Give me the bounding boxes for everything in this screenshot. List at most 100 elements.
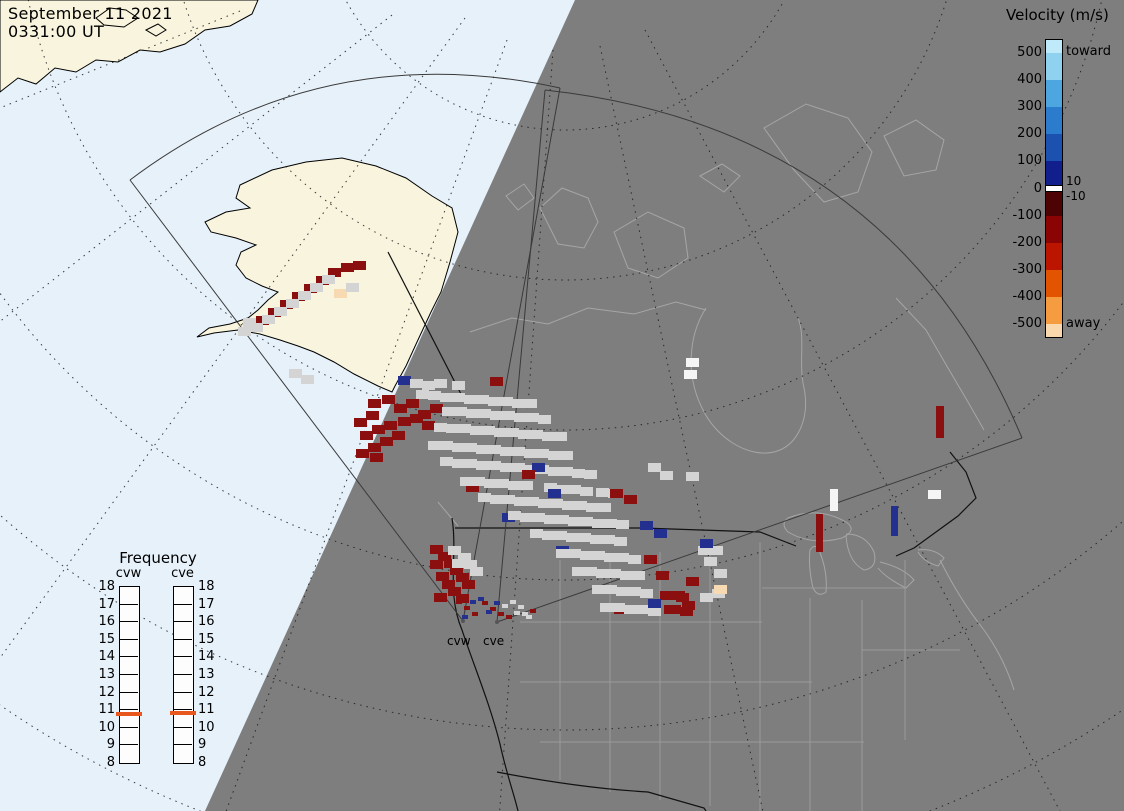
frequency-bar-tick bbox=[120, 692, 138, 693]
scatter-point bbox=[530, 529, 543, 538]
frequency-tick-label: 16 bbox=[98, 614, 115, 630]
scatter-point bbox=[554, 432, 567, 441]
scatter-point bbox=[346, 283, 359, 292]
frequency-tick-label: 9 bbox=[198, 737, 207, 753]
scatter-point bbox=[572, 567, 585, 576]
scatter-point bbox=[518, 430, 531, 439]
frequency-tick-label: 9 bbox=[106, 737, 115, 753]
scatter-point bbox=[488, 445, 501, 454]
radar-site-cvw bbox=[461, 619, 465, 623]
frequency-bar-tick bbox=[120, 744, 138, 745]
scatter-point bbox=[616, 553, 629, 562]
scatter-point bbox=[328, 268, 341, 277]
velocity-tick-label: 100 bbox=[1017, 153, 1042, 168]
velocity-tick-label: -300 bbox=[1012, 262, 1042, 277]
velocity-colorbar-segment bbox=[1046, 185, 1062, 192]
scatter-point bbox=[470, 600, 476, 604]
scatter-point bbox=[341, 263, 354, 272]
scatter-point bbox=[334, 289, 347, 298]
velocity-colorbar-segment bbox=[1046, 216, 1062, 243]
scatter-point bbox=[566, 533, 579, 542]
velocity-tick-label: -400 bbox=[1012, 289, 1042, 304]
scatter-point bbox=[310, 283, 323, 292]
scatter-point bbox=[628, 587, 641, 596]
scatter-point bbox=[410, 379, 423, 388]
scatter-point bbox=[436, 572, 449, 581]
scatter-point bbox=[262, 315, 275, 324]
scatter-point bbox=[548, 489, 561, 498]
scatter-point bbox=[660, 591, 673, 600]
frequency-column-label: cvw bbox=[115, 566, 142, 581]
scatter-point bbox=[524, 449, 537, 458]
scatter-point bbox=[444, 559, 457, 568]
scatter-point bbox=[526, 615, 532, 619]
scatter-point bbox=[544, 483, 557, 492]
scatter-point bbox=[506, 615, 512, 619]
scatter-point bbox=[816, 514, 823, 552]
scatter-point bbox=[891, 506, 898, 536]
scatter-point bbox=[452, 443, 465, 452]
frequency-bar-tick bbox=[120, 674, 138, 675]
velocity-tick-label: -500 bbox=[1012, 316, 1042, 331]
scatter-point bbox=[526, 413, 539, 422]
scatter-point bbox=[600, 603, 613, 612]
radar-fov-fans bbox=[129, 73, 1023, 624]
scatter-point bbox=[714, 585, 727, 594]
scatter-point bbox=[382, 395, 395, 404]
scatter-point bbox=[538, 415, 551, 424]
frequency-tick-label: 14 bbox=[198, 649, 215, 665]
scatter-point bbox=[632, 571, 645, 580]
frequency-bar-tick bbox=[120, 709, 138, 710]
scatter-point bbox=[464, 443, 477, 452]
frequency-bar-tick bbox=[120, 604, 138, 605]
scatter-point bbox=[360, 431, 373, 440]
scatter-point bbox=[602, 535, 615, 544]
scatter-point bbox=[604, 553, 617, 562]
scatter-point bbox=[466, 483, 479, 492]
scatter-point bbox=[488, 461, 501, 470]
scatter-point bbox=[536, 449, 549, 458]
frequency-bar-tick bbox=[174, 674, 192, 675]
scatter-point bbox=[398, 417, 411, 426]
scatter-point bbox=[640, 521, 653, 530]
scatter-point bbox=[490, 495, 503, 504]
frequency-tick-label: 17 bbox=[198, 596, 215, 612]
frequency-column-label: cve bbox=[171, 566, 194, 581]
scatter-point bbox=[430, 545, 443, 554]
scatter-point bbox=[686, 358, 699, 367]
scatter-point bbox=[368, 443, 381, 452]
scatter-point bbox=[560, 467, 573, 476]
scatter-point bbox=[416, 390, 429, 399]
scatter-point bbox=[512, 447, 525, 456]
scatter-point bbox=[830, 489, 838, 511]
frequency-tick-label: 10 bbox=[198, 719, 215, 735]
scatter-point bbox=[512, 463, 525, 472]
velocity-zero-minus-label: -10 bbox=[1066, 189, 1086, 203]
scatter-point bbox=[928, 490, 941, 499]
scatter-point bbox=[428, 391, 441, 400]
scatter-point bbox=[456, 600, 462, 604]
scatter-point bbox=[464, 560, 477, 569]
scatter-point bbox=[490, 411, 503, 420]
scatter-point bbox=[370, 453, 383, 462]
scatter-point bbox=[936, 406, 944, 438]
scatter-point bbox=[394, 404, 407, 413]
scatter-point bbox=[668, 605, 681, 614]
radar-site-cve bbox=[495, 620, 499, 624]
scatter-point bbox=[322, 275, 335, 284]
scatter-point bbox=[608, 569, 621, 578]
velocity-colorbar-segment bbox=[1046, 80, 1062, 107]
scatter-point bbox=[452, 393, 465, 402]
scatter-point bbox=[580, 551, 593, 560]
scatter-point bbox=[422, 381, 435, 390]
scatter-point bbox=[542, 432, 555, 441]
scatter-point bbox=[704, 557, 717, 566]
scatter-point bbox=[520, 481, 533, 490]
scatter-point bbox=[514, 611, 520, 615]
scatter-point bbox=[682, 601, 695, 610]
scatter-point bbox=[518, 605, 524, 609]
frequency-bar-tick bbox=[174, 621, 192, 622]
velocity-colorbar-segment bbox=[1046, 161, 1062, 185]
scatter-point bbox=[494, 601, 500, 605]
